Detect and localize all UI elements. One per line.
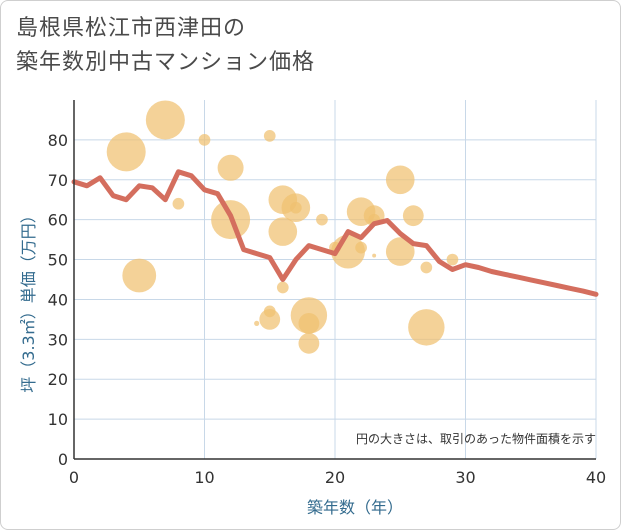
bubble-point bbox=[385, 237, 415, 266]
bubble-point bbox=[290, 201, 302, 214]
y-tick-label: 30 bbox=[48, 330, 68, 349]
trend-line bbox=[71, 169, 599, 297]
y-tick-label: 60 bbox=[48, 211, 68, 230]
bubble-point bbox=[408, 309, 445, 346]
y-tick-label: 70 bbox=[48, 171, 68, 190]
bubble-point bbox=[198, 134, 211, 146]
x-axis-title: 築年数（年） bbox=[307, 498, 403, 517]
chart-title-line-2: 築年数別中古マンション価格 bbox=[16, 50, 316, 75]
chart-title: 島根県松江市西津田の 築年数別中古マンション価格 bbox=[16, 12, 315, 80]
y-tick-label: 0 bbox=[58, 450, 68, 469]
bubble-point bbox=[355, 241, 367, 254]
bubble-point bbox=[106, 132, 146, 172]
y-tick-label: 10 bbox=[48, 410, 68, 429]
bubble-point bbox=[268, 217, 298, 246]
bubble-point bbox=[172, 197, 185, 210]
trend-series bbox=[71, 169, 599, 297]
x-tick-label: 30 bbox=[455, 468, 475, 487]
bubble-point bbox=[385, 165, 415, 195]
grid-lines bbox=[74, 100, 597, 459]
y-tick-label: 50 bbox=[48, 251, 68, 270]
bubble-point bbox=[420, 261, 433, 274]
y-tick-labels: 0 10 20 30 40 50 60 70 80 bbox=[48, 131, 68, 469]
bubble-point bbox=[122, 258, 157, 293]
bubble-point bbox=[402, 205, 424, 227]
bubble-point bbox=[259, 308, 281, 330]
bubble-point bbox=[276, 281, 289, 294]
bubble-point bbox=[263, 130, 276, 142]
bubble-point bbox=[316, 213, 328, 226]
x-tick-label: 10 bbox=[194, 468, 214, 487]
bubble-point bbox=[446, 253, 459, 266]
bubble-size-note: 円の大きさは、取引のあった物件面積を示す bbox=[356, 431, 596, 446]
bubble-series bbox=[106, 100, 459, 354]
bubble-point bbox=[298, 312, 320, 334]
chart-title-line-1: 島根県松江市西津田の bbox=[16, 16, 247, 41]
bubble-point bbox=[372, 253, 377, 258]
y-tick-label: 80 bbox=[48, 131, 68, 150]
bubble-point bbox=[145, 100, 185, 140]
y-tick-label: 40 bbox=[48, 290, 68, 309]
x-tick-label: 20 bbox=[325, 468, 345, 487]
y-axis-title: 坪（3.3㎡）単価（万円） bbox=[19, 207, 38, 392]
bubble-point bbox=[298, 332, 320, 354]
bubble-point bbox=[217, 154, 244, 181]
x-tick-labels: 0 10 20 30 40 bbox=[69, 468, 606, 487]
x-tick-label: 40 bbox=[586, 468, 606, 487]
y-tick-label: 20 bbox=[48, 370, 68, 389]
x-tick-label: 0 bbox=[69, 468, 79, 487]
axes bbox=[73, 100, 596, 460]
bubble-point bbox=[254, 320, 260, 326]
